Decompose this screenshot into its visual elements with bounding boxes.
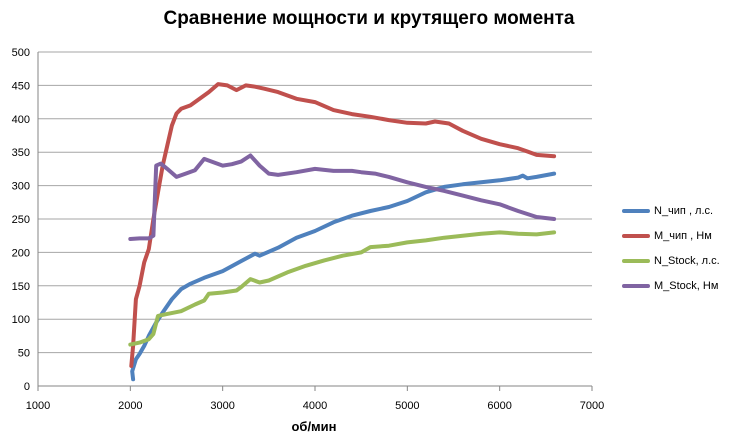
legend-item: N_Stock, л.с.	[622, 248, 738, 273]
x-tick-label: 5000	[395, 400, 419, 412]
series-layer	[128, 82, 557, 382]
x-tick-label: 3000	[210, 400, 234, 412]
legend-label: N_Stock, л.с.	[654, 254, 720, 267]
legend-swatch	[622, 258, 650, 263]
chart-title: Сравнение мощности и крутящего момента	[163, 8, 575, 29]
series-line-3	[128, 230, 557, 347]
legend-label: M_чип , Нм	[654, 229, 712, 242]
axes	[37, 52, 593, 391]
x-tick-label: 7000	[580, 400, 604, 412]
x-axis-title: об/мин	[291, 419, 336, 434]
x-tick-label: 6000	[487, 400, 511, 412]
legend-item: M_Stock, Нм	[622, 273, 738, 298]
y-tick-label: 500	[12, 47, 30, 59]
y-tick-label: 300	[12, 181, 30, 193]
x-tick-label: 2000	[118, 400, 142, 412]
series-line-2	[129, 82, 557, 368]
series-line-4	[128, 153, 557, 241]
legend-swatch	[622, 208, 650, 213]
y-tick-label: 100	[12, 314, 30, 326]
legend: N_чип , л.с. M_чип , Нм N_Stock, л.с. M_Sto…	[622, 198, 738, 298]
legend-item: N_чип , л.с.	[622, 198, 738, 223]
series-line-1	[130, 171, 557, 382]
legend-swatch	[622, 233, 650, 238]
x-tick-label: 1000	[26, 400, 50, 412]
y-tick-label: 400	[12, 114, 30, 126]
y-tick-label: 450	[12, 80, 30, 92]
y-tick-label: 50	[18, 348, 30, 360]
x-tick-label: 4000	[303, 400, 327, 412]
legend-label: M_Stock, Нм	[654, 279, 719, 292]
y-tick-label: 0	[24, 381, 30, 393]
legend-item: M_чип , Нм	[622, 223, 738, 248]
legend-label: N_чип , л.с.	[654, 204, 714, 217]
y-tick-label: 250	[12, 214, 30, 226]
y-tick-label: 350	[12, 147, 30, 159]
tick-labels: 0 50 100 150 200 250 300 350 400 450 500 1000 2000 30…	[12, 47, 605, 412]
y-tick-label: 150	[12, 281, 30, 293]
y-tick-label: 200	[12, 247, 30, 259]
legend-swatch	[622, 283, 650, 288]
